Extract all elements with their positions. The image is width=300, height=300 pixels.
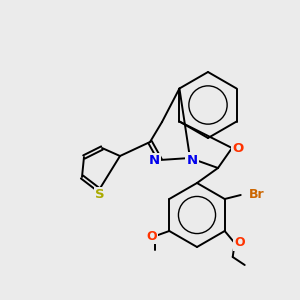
Text: Br: Br <box>249 188 264 200</box>
Text: O: O <box>234 236 245 250</box>
Text: S: S <box>95 188 105 202</box>
Text: N: N <box>186 154 198 166</box>
Text: O: O <box>232 142 244 154</box>
Text: N: N <box>148 154 160 167</box>
Text: O: O <box>146 230 157 242</box>
